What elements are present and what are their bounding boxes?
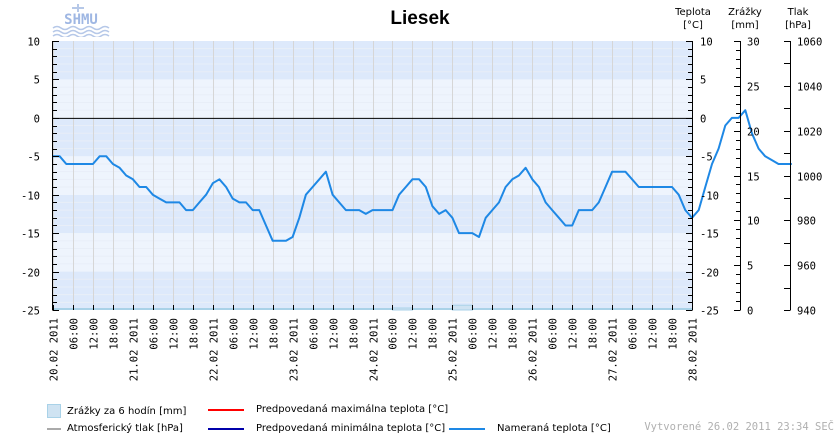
legend-item-measured-temp: Nameraná teplota [°C] [449, 423, 611, 434]
pressure-line-icon [47, 427, 61, 430]
x-tick-label: 25.02 2011 [448, 318, 460, 381]
x-tick-label: 23.02 2011 [289, 318, 301, 381]
legend-label: Nameraná teplota [°C] [497, 423, 611, 434]
x-tick-label: 21.02 2011 [129, 318, 141, 381]
measured-temp-line-icon [449, 427, 485, 430]
y-tick-label: -25 [21, 306, 40, 318]
pressure-tick-label: 940 [797, 306, 816, 318]
precip-axis-header: Zrážky [mm] [722, 6, 768, 32]
y2-tick-label: -25 [700, 306, 719, 318]
precip-bar [391, 307, 413, 311]
y2-tick-label: -15 [700, 229, 719, 241]
x-tick-label: 06:00 [149, 318, 161, 350]
pressure-tick-label: 1040 [797, 82, 822, 94]
x-tick-label: 24.02 2011 [369, 318, 381, 381]
y-tick-label: -20 [21, 268, 40, 280]
legend-label: Zrážky za 6 hodín [mm] [67, 405, 187, 417]
y2-tick-label: 5 [700, 75, 706, 87]
temp-axis-label: Teplota [675, 7, 711, 18]
pressure-tick-label: 1000 [797, 172, 822, 184]
x-tick-label: 18:00 [189, 318, 201, 350]
x-tick-label: 06:00 [628, 318, 640, 350]
legend-item-max-temp: Predpovedaná maximálna teplota [°C] [208, 404, 448, 415]
y-tick-label: 0 [34, 114, 40, 126]
x-tick-label: 12:00 [169, 318, 181, 350]
x-tick-label: 22.02 2011 [209, 318, 221, 381]
legend-label: Predpovedaná maximálna teplota [°C] [256, 404, 449, 415]
precip-tick-label: 5 [747, 261, 753, 273]
x-tick-label: 12:00 [408, 318, 420, 350]
x-tick-label: 12:00 [648, 318, 660, 350]
precip-tick-label: 25 [747, 82, 760, 94]
x-tick-label: 12:00 [329, 318, 341, 350]
x-tick-label: 28.02 2011 [688, 318, 700, 381]
pressure-tick-label: 980 [797, 216, 816, 228]
x-tick-label: 18:00 [588, 318, 600, 350]
x-tick-label: 27.02 2011 [608, 318, 620, 381]
x-tick-label: 18:00 [109, 318, 121, 350]
temp-axis-unit: [°C] [683, 20, 703, 31]
precip-tick-label: 0 [747, 306, 753, 318]
x-tick-label: 26.02 2011 [528, 318, 540, 381]
y2-tick-label: 0 [700, 114, 706, 126]
temperature-chart: -25 -20 -15 -10 -5 0 5 10 20.02 2011 06:00 12:00 18… [21, 37, 822, 382]
max-temp-line-icon [208, 408, 244, 411]
pressure-tick-label: 960 [797, 261, 816, 273]
y-tick-label: -10 [21, 191, 40, 203]
measured-temp-line [53, 109, 792, 242]
pressure-tick-label: 1020 [797, 127, 822, 139]
x-tick-label: 12:00 [89, 318, 101, 350]
pressure-axis-unit: [hPa] [785, 20, 811, 31]
x-tick-label: 20.02 2011 [49, 318, 61, 381]
legend-item-pressure: Atmosferický tlak [hPa] [47, 423, 183, 434]
x-tick-label: 18:00 [668, 318, 680, 350]
y2-tick-label: 10 [700, 37, 713, 49]
y2-tick-label: -20 [700, 268, 719, 280]
x-tick-label: 18:00 [269, 318, 281, 350]
y-tick-label: -15 [21, 229, 40, 241]
shmu-logo: SHMU [50, 3, 112, 39]
pressure-axis-label: Tlak [787, 7, 809, 18]
x-tick-label: 06:00 [69, 318, 81, 350]
x-tick-label: 12:00 [568, 318, 580, 350]
pressure-tick-label: 1060 [797, 37, 822, 49]
precip-tick-label: 10 [747, 216, 760, 228]
min-temp-line-icon [208, 427, 244, 430]
precip-tick-label: 15 [747, 172, 760, 184]
pressure-axis-header: Tlak [hPa] [778, 6, 818, 32]
x-tick-label: 18:00 [349, 318, 361, 350]
precip-axis-label: Zrážky [728, 7, 762, 18]
precip-tick-label: 30 [747, 37, 760, 49]
legend-label: Predpovedaná minimálna teplota [°C] [256, 423, 446, 434]
temp-axis-header: Teplota [°C] [668, 6, 718, 32]
y-tick-label: 5 [34, 75, 40, 87]
precip-bar [451, 304, 473, 311]
x-tick-label: 06:00 [548, 318, 560, 350]
x-tick-label: 12:00 [249, 318, 261, 350]
legend-label: Atmosferický tlak [hPa] [67, 423, 183, 434]
x-tick-label: 18:00 [508, 318, 520, 350]
y-tick-label: -5 [27, 152, 40, 164]
x-tick-label: 12:00 [488, 318, 500, 350]
legend-item-min-temp: Predpovedaná minimálna teplota [°C] [208, 423, 445, 434]
x-tick-label: 06:00 [468, 318, 480, 350]
y2-tick-label: -5 [700, 152, 713, 164]
x-tick-label: 06:00 [309, 318, 321, 350]
precip-axis-unit: [mm] [731, 20, 759, 31]
chart-title: Liesek [390, 8, 450, 29]
x-tick-label: 18:00 [428, 318, 440, 350]
y2-tick-label: -10 [700, 191, 719, 203]
precip-swatch-icon [47, 404, 61, 418]
precip-tick-label: 20 [747, 127, 760, 139]
created-timestamp: Vytvorené 26.02 2011 23:34 SEČ [644, 421, 834, 433]
x-tick-label: 06:00 [388, 318, 400, 350]
x-tick-label: 06:00 [229, 318, 241, 350]
y-tick-label: 10 [27, 37, 40, 49]
svg-text:SHMU: SHMU [64, 12, 98, 28]
legend-item-precip: Zrážky za 6 hodín [mm] [47, 404, 186, 418]
